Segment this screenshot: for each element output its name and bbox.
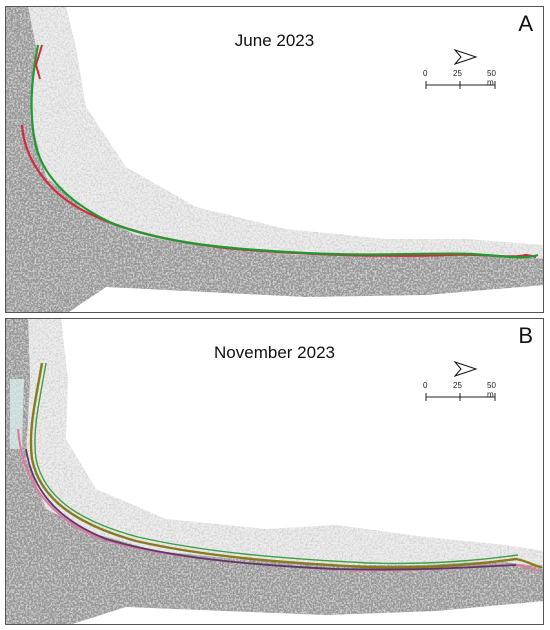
- shoreline-purple-b: [25, 448, 517, 571]
- scale-bar-a: 0 25 50 m: [423, 69, 503, 91]
- panel-letter-b: B: [518, 323, 533, 348]
- scale-bar-b: 0 25 50 m: [423, 381, 503, 403]
- scale-label-0: 0: [423, 381, 428, 390]
- shoreline-olive-b: [29, 362, 543, 569]
- north-arrow-icon: [454, 49, 478, 65]
- map-panel-a: June 2023 A 0 25 50 m: [5, 6, 544, 313]
- map-panel-b: November 2023 B 0 25 50 m: [5, 318, 544, 625]
- background-area-b: [72, 601, 543, 624]
- aerial-map-a: [6, 7, 543, 312]
- panel-letter-a: A: [518, 11, 533, 36]
- aerial-map-b: [6, 319, 543, 624]
- north-arrow-icon: [454, 361, 478, 377]
- scale-label-25: 25: [453, 69, 462, 78]
- shoreline-green-a: [30, 44, 539, 259]
- background-area-a: [68, 285, 543, 312]
- panel-title-a: June 2023: [234, 31, 315, 50]
- scale-label-50: 50 m: [487, 69, 496, 87]
- panel-title-b: November 2023: [214, 343, 335, 362]
- shoreline-green-b: [34, 362, 519, 565]
- water-patch-b: [10, 379, 24, 449]
- scale-label-50: 50 m: [487, 381, 496, 399]
- scale-label-0: 0: [423, 69, 428, 78]
- scale-bar-graphic: [425, 81, 496, 89]
- scale-bar-graphic: [425, 393, 496, 401]
- scale-label-25: 25: [453, 381, 462, 390]
- shoreline-red-a-top: [34, 44, 43, 80]
